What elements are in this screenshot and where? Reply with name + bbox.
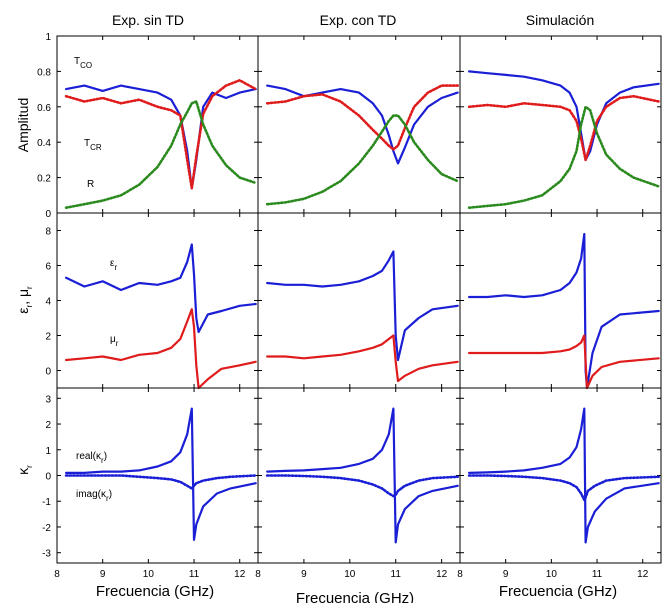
x-tick-label: 11 [592, 569, 603, 580]
y-axis-label-kappa: κr [15, 465, 34, 475]
series-line-2 [468, 334, 660, 390]
panel-2-2 [257, 212, 461, 389]
panel-2-1: 0 2 4 6 8 [45, 212, 259, 390]
y-tick-label: 0.4 [37, 138, 51, 149]
panel-2-3 [459, 212, 662, 390]
y-tick-label: 1 [45, 446, 51, 457]
panel-1-1: 0 0.2 0.4 0.6 0.8 1 [37, 32, 259, 220]
series-line-1 [468, 232, 660, 390]
series-line-2 [64, 79, 257, 190]
x-axis-label-1: Frecuencia (GHz) [96, 583, 214, 600]
series-line-1 [64, 243, 257, 334]
y-axis-label-eps-mu: εr, μr [15, 286, 34, 314]
series-line-2 [266, 334, 459, 383]
text-layer: Exp. sin TD Exp. con TD Simulación Frecu… [15, 12, 617, 603]
x-axis-label-2: Frecuencia (GHz) [296, 590, 414, 603]
panel-frame [459, 35, 662, 214]
y-tick-label: 4 [45, 297, 51, 308]
y-tick-label: 2 [45, 420, 51, 431]
series-line-1 [266, 407, 459, 544]
panel-1-2 [257, 35, 461, 214]
column-title-3: Simulación [526, 12, 594, 28]
annotation-tcr: TCR [84, 138, 102, 152]
y-tick-label: 0.8 [37, 67, 51, 78]
x-tick-label: 11 [189, 569, 200, 580]
annotation-real-kappa: real(κr) [76, 451, 107, 465]
y-tick-label: 0 [45, 472, 51, 483]
panel-frame [257, 212, 461, 389]
panel-3-2: 8 9 10 11 12 [255, 387, 461, 580]
series-line-2 [64, 474, 257, 490]
x-tick-label: 9 [100, 569, 106, 580]
x-tick-label: 9 [301, 569, 307, 580]
series-line-3 [64, 100, 257, 209]
panel-1-3 [459, 35, 662, 214]
y-tick-label: -2 [42, 523, 51, 534]
series-line-1 [64, 407, 257, 541]
series-line-2 [467, 474, 661, 502]
annotation-tco: TCO [74, 56, 92, 70]
panel-frame [257, 35, 461, 214]
x-tick-label: 10 [546, 569, 558, 580]
series-line-2 [265, 84, 460, 151]
panel-frame [56, 212, 259, 389]
x-tick-label: 8 [457, 569, 463, 580]
y-tick-label: 0.2 [37, 174, 51, 185]
column-title-2: Exp. con TD [320, 12, 397, 28]
x-tick-label: 12 [637, 569, 649, 580]
series-line-2 [265, 474, 460, 498]
x-tick-label: 12 [436, 569, 448, 580]
x-tick-label: 8 [255, 569, 261, 580]
x-tick-label: 8 [54, 569, 60, 580]
column-title-1: Exp. sin TD [112, 12, 184, 28]
y-tick-label: 0 [45, 367, 51, 378]
y-tick-label: -1 [42, 497, 51, 508]
series-line-2 [64, 308, 257, 390]
x-tick-label: 10 [344, 569, 356, 580]
annotation-mu: μr [110, 334, 119, 348]
x-tick-label: 12 [234, 569, 246, 580]
x-tick-label: 10 [143, 569, 155, 580]
series-line-1 [64, 84, 257, 190]
series-line-1 [266, 250, 459, 362]
annotation-eps: εr [110, 258, 117, 272]
y-tick-label: 8 [45, 227, 51, 238]
y-tick-label: 1 [45, 32, 51, 43]
series-line-1 [468, 407, 660, 544]
y-axis-label-amplitude: Amplitud [15, 98, 31, 152]
x-axis-label-3: Frecuencia (GHz) [499, 583, 617, 600]
annotation-r: R [87, 179, 94, 190]
y-tick-label: 3 [45, 394, 51, 405]
series-line-1 [468, 70, 660, 161]
panel-3-3: 8 9 10 11 12 [457, 387, 662, 580]
x-tick-label: 9 [503, 569, 509, 580]
y-tick-label: 2 [45, 332, 51, 343]
x-tick-label: 11 [391, 569, 402, 580]
series-line-3 [467, 105, 661, 209]
series-line-3 [265, 114, 460, 206]
series-line-2 [467, 94, 661, 162]
y-tick-label: 0.6 [37, 103, 51, 114]
y-tick-label: 0 [45, 209, 51, 220]
y-tick-label: -3 [42, 549, 51, 560]
y-tick-label: 6 [45, 262, 51, 273]
annotation-imag-kappa: imag(κr) [76, 489, 112, 503]
